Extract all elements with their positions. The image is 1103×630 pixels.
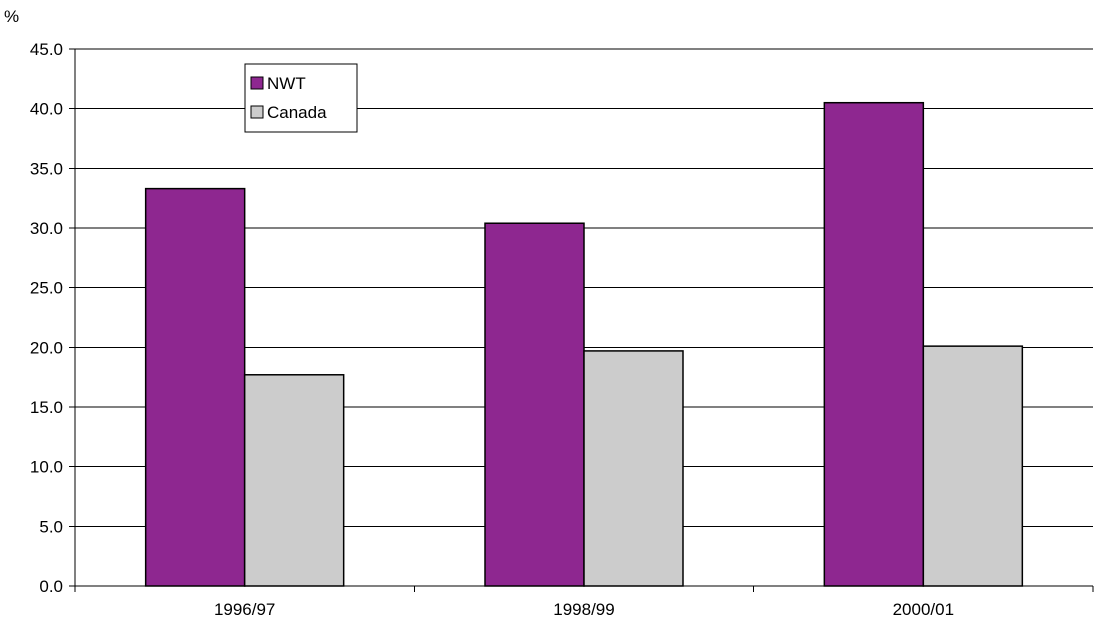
legend-label-canada: Canada <box>267 103 327 122</box>
legend-label-nwt: NWT <box>267 74 306 93</box>
y-tick-label: 15.0 <box>30 398 63 417</box>
y-tick-label: 30.0 <box>30 219 63 238</box>
y-tick-label: 40.0 <box>30 100 63 119</box>
y-tick-label: 20.0 <box>30 338 63 357</box>
axes <box>69 48 1094 592</box>
y-tick-label: 45.0 <box>30 40 63 59</box>
y-unit-label: % <box>4 7 19 26</box>
bar-canada-2 <box>922 345 1024 587</box>
bar-canada-1 <box>583 350 684 587</box>
x-tick-label: 2000/01 <box>893 600 954 619</box>
x-tick-label: 1998/99 <box>553 600 614 619</box>
legend-swatch-canada <box>250 105 264 119</box>
bars <box>144 101 1024 587</box>
bar-nwt-2 <box>823 101 925 587</box>
legend: NWT Canada <box>244 63 358 133</box>
x-tick-labels: 1996/97 1998/99 2000/01 <box>214 600 954 619</box>
bar-canada-0 <box>243 374 345 587</box>
legend-swatch-nwt <box>250 76 264 90</box>
y-tick-label: 35.0 <box>30 159 63 178</box>
bar-nwt-0 <box>144 187 246 587</box>
legend-box <box>244 63 358 133</box>
y-tick-label: 25.0 <box>30 279 63 298</box>
y-tick-label: 10.0 <box>30 458 63 477</box>
x-tick-label: 1996/97 <box>214 600 275 619</box>
bar-nwt-1 <box>484 222 585 587</box>
y-tick-labels: 0.0 5.0 10.0 15.0 20.0 25.0 30.0 35.0 40.0 45.0 <box>30 40 63 596</box>
y-tick-label: 5.0 <box>39 517 63 536</box>
y-tick-label: 0.0 <box>39 577 63 596</box>
